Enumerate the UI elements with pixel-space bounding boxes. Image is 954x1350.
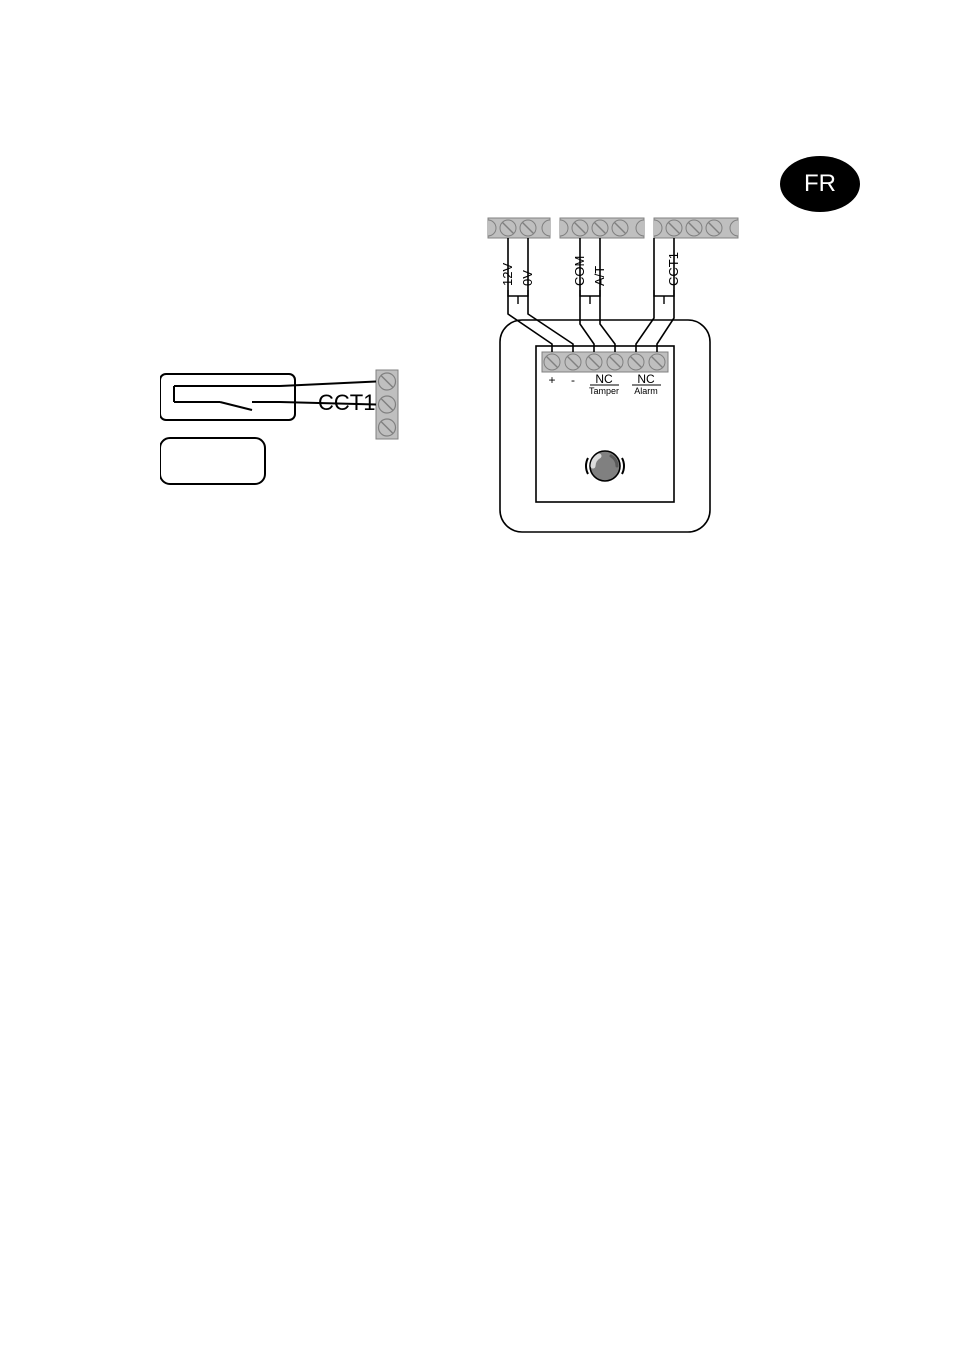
pir-lens xyxy=(586,451,624,481)
terminal-screw xyxy=(379,396,396,413)
panel-terminal-row xyxy=(482,214,738,238)
terminal-screw xyxy=(649,354,665,370)
terminal-screw xyxy=(572,220,588,236)
pin-plus: + xyxy=(548,373,555,387)
group-alarm: Alarm xyxy=(634,386,658,396)
language-badge-label: FR xyxy=(804,170,836,198)
reed-switch-body xyxy=(160,374,295,420)
terminal-screw xyxy=(607,354,623,370)
terminal-screw xyxy=(520,220,536,236)
pin-nc-alarm: NC xyxy=(637,372,655,386)
terminal-screw xyxy=(612,220,628,236)
door-contact-terminal-block xyxy=(376,370,398,439)
device-terminal-block xyxy=(542,352,668,372)
terminal-screw xyxy=(706,220,722,236)
terminal-screw xyxy=(628,354,644,370)
terminal-screw xyxy=(379,373,396,390)
wiring xyxy=(508,238,674,352)
terminal-screw xyxy=(379,419,396,436)
terminal-screw xyxy=(686,220,702,236)
language-badge: FR xyxy=(780,156,860,212)
reed-contact xyxy=(174,386,280,410)
pin-minus: - xyxy=(571,373,575,387)
terminal-screw xyxy=(586,354,602,370)
magnet-body xyxy=(160,438,265,484)
terminal-screw xyxy=(565,354,581,370)
pin-nc-tamper: NC xyxy=(595,372,613,386)
device-pin-labels: + - NC NC Tamper Alarm xyxy=(548,372,661,396)
pir-wiring-diagram: 12V 0V COM A/T CCT1 + - NC NC Tamper Al xyxy=(482,214,742,544)
terminal-screw xyxy=(592,220,608,236)
terminal-screw xyxy=(544,354,560,370)
terminal-screw xyxy=(666,220,682,236)
group-tamper: Tamper xyxy=(589,386,619,396)
terminal-screw xyxy=(500,220,516,236)
door-contact-diagram: CCT1 xyxy=(160,360,415,510)
